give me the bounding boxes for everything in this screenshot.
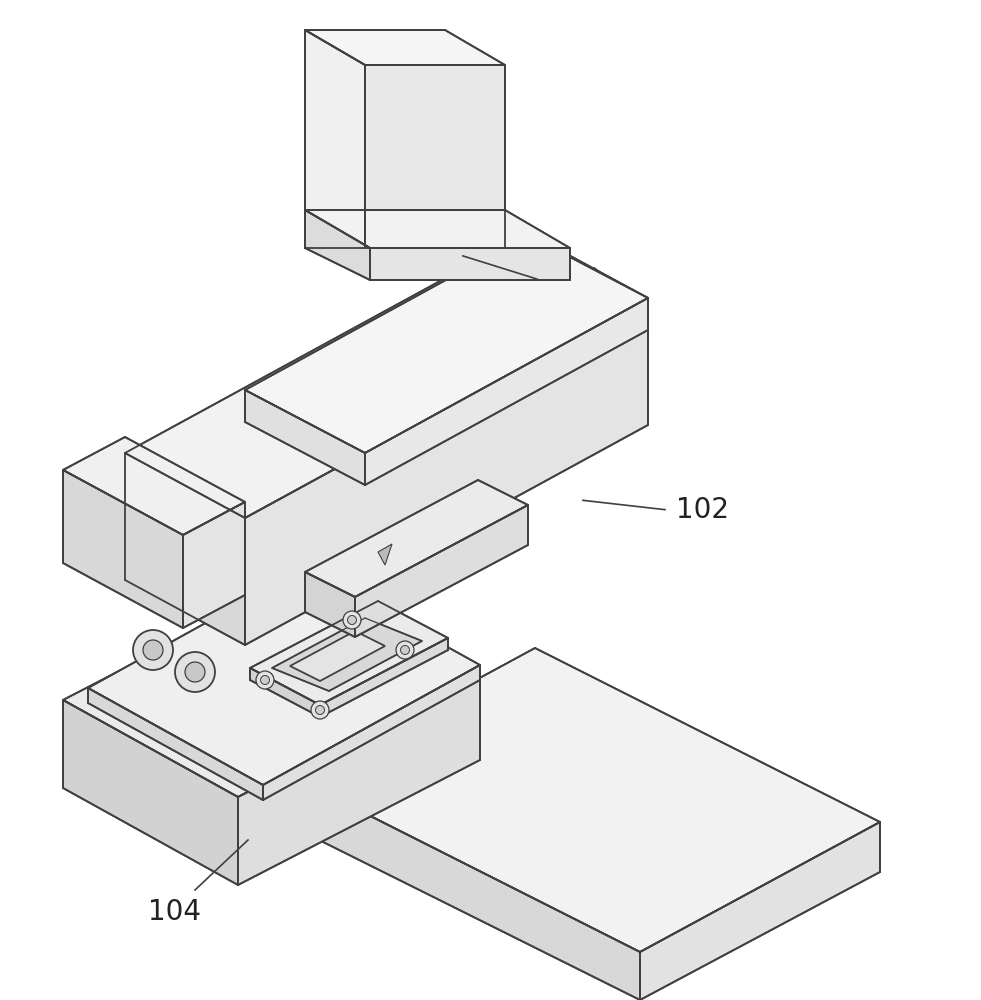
Polygon shape xyxy=(245,298,648,645)
Polygon shape xyxy=(183,502,245,628)
Polygon shape xyxy=(250,601,448,705)
Polygon shape xyxy=(295,648,880,952)
Polygon shape xyxy=(305,480,528,597)
Circle shape xyxy=(343,611,361,629)
Circle shape xyxy=(185,662,205,682)
Polygon shape xyxy=(88,568,480,785)
Circle shape xyxy=(133,630,173,670)
Polygon shape xyxy=(238,672,480,885)
Polygon shape xyxy=(295,778,640,1000)
Text: 104: 104 xyxy=(148,898,201,926)
Polygon shape xyxy=(305,210,370,280)
Text: 100: 100 xyxy=(548,266,601,294)
Polygon shape xyxy=(63,470,183,628)
Polygon shape xyxy=(305,210,570,248)
Polygon shape xyxy=(245,390,365,485)
Circle shape xyxy=(261,676,270,684)
Polygon shape xyxy=(263,665,480,800)
Polygon shape xyxy=(125,233,648,518)
Polygon shape xyxy=(355,505,528,637)
Polygon shape xyxy=(640,822,880,1000)
Polygon shape xyxy=(245,235,648,453)
Polygon shape xyxy=(250,668,320,717)
Polygon shape xyxy=(272,618,422,691)
Circle shape xyxy=(396,641,414,659)
Polygon shape xyxy=(88,688,263,800)
Circle shape xyxy=(316,706,325,714)
Circle shape xyxy=(175,652,215,692)
Polygon shape xyxy=(125,453,245,645)
Polygon shape xyxy=(378,544,392,565)
Circle shape xyxy=(311,701,329,719)
Text: 102: 102 xyxy=(676,496,729,524)
Polygon shape xyxy=(370,248,570,280)
Polygon shape xyxy=(365,65,505,248)
Polygon shape xyxy=(305,30,505,65)
Circle shape xyxy=(347,615,356,624)
Polygon shape xyxy=(305,572,355,637)
Polygon shape xyxy=(63,575,480,797)
Polygon shape xyxy=(63,437,245,535)
Polygon shape xyxy=(305,30,365,248)
Circle shape xyxy=(256,671,274,689)
Circle shape xyxy=(400,646,409,654)
Polygon shape xyxy=(63,700,238,885)
Circle shape xyxy=(143,640,163,660)
Polygon shape xyxy=(365,298,648,485)
Polygon shape xyxy=(290,631,385,681)
Polygon shape xyxy=(320,638,448,717)
